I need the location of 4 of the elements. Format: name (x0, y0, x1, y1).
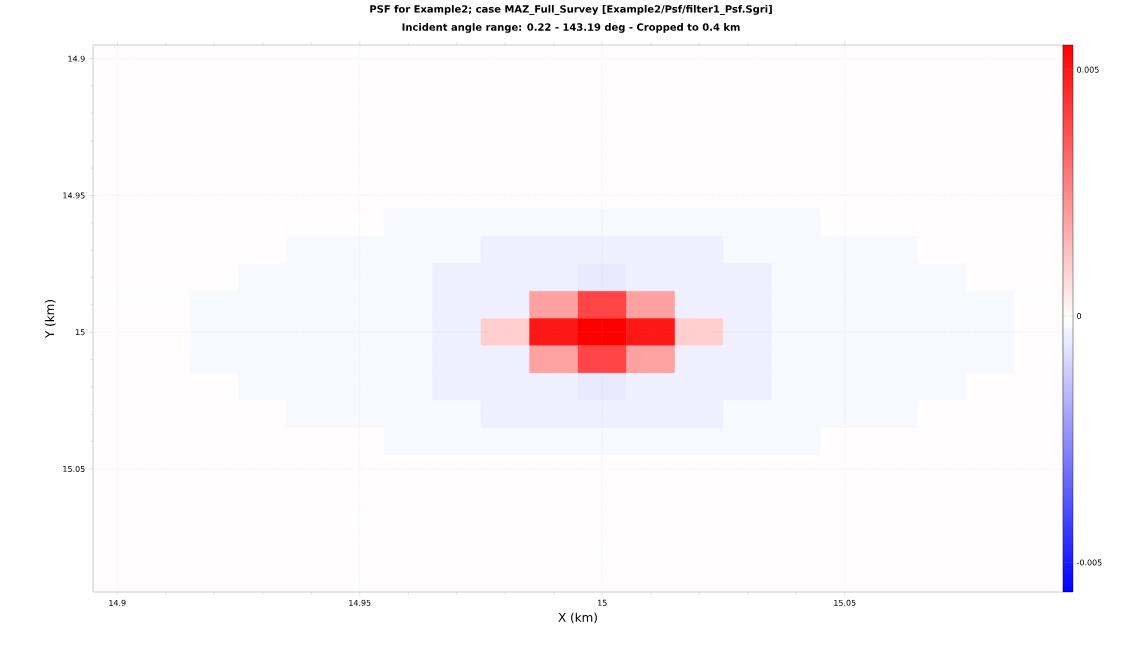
x-axis-title: X (km) (558, 612, 597, 624)
chart-title: PSF for Example2; case MAZ_Full_Survey [Example2/Psf/filter1_Psf.Sgri] (370, 5, 772, 15)
chart-subtitle: Incident angle range: 0.22 - 143.19 deg - Cropped to 0.4 km (402, 23, 740, 33)
y-axis-title: Y (km) (44, 300, 56, 339)
